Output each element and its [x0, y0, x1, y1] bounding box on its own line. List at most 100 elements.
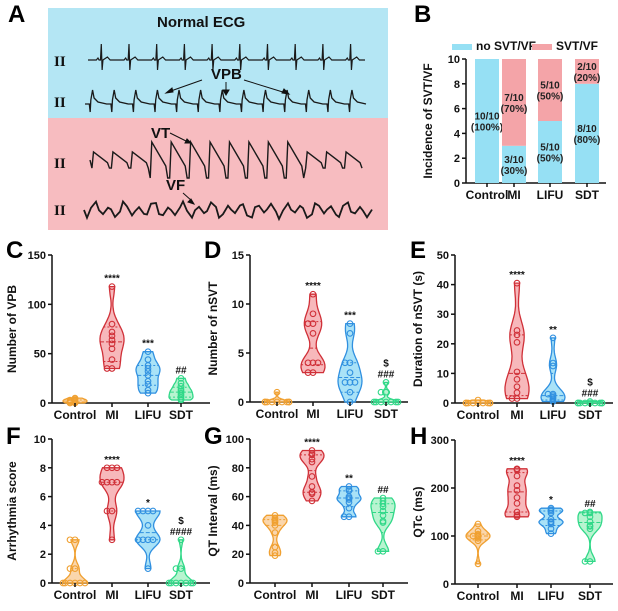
violin-mi	[299, 449, 325, 502]
data-point	[108, 365, 116, 372]
data-point	[304, 369, 312, 376]
chart-d-nsvt-number: 0 5 10 15 Number of nSVT Control **** MI *** LIFU…	[206, 250, 408, 421]
data-point	[263, 398, 271, 406]
arrowhead	[184, 138, 193, 144]
data-point	[346, 320, 354, 327]
y-tick-label: 10	[34, 434, 46, 446]
data-point	[586, 522, 594, 529]
data-point	[189, 579, 197, 587]
data-point	[581, 558, 589, 565]
violin-mi	[300, 293, 326, 374]
x-tick-label: MI	[510, 408, 523, 422]
data-point	[134, 536, 142, 544]
data-point	[103, 507, 111, 515]
significance-marker: ****	[104, 274, 120, 285]
data-point	[113, 478, 121, 486]
x-tick-label: Control	[54, 408, 97, 422]
data-point	[382, 379, 390, 386]
data-point	[108, 340, 116, 348]
data-point	[345, 486, 353, 493]
data-point	[547, 530, 555, 537]
data-point	[271, 514, 279, 522]
data-point	[379, 547, 387, 555]
y-tick-label: 40	[437, 280, 449, 292]
data-point	[586, 558, 594, 565]
legend-swatch	[452, 44, 472, 50]
y-tick-label: 20	[437, 339, 449, 351]
data-point	[370, 398, 378, 406]
data-point	[144, 372, 152, 379]
y-axis-label: QTc (ms)	[411, 486, 425, 537]
data-point	[103, 464, 111, 472]
panel-label-d: D	[204, 237, 221, 264]
x-tick-label: Control	[256, 407, 299, 421]
arrow	[167, 79, 203, 93]
data-point	[165, 579, 173, 587]
panel-label-e: E	[410, 237, 426, 264]
chart-b-incidence: 0 2 4 6 8 10 Incidence of SVT/VF no SVT/VF SVT/V…	[421, 39, 606, 202]
data-point	[346, 359, 354, 367]
violin-mi	[504, 282, 530, 400]
data-point	[268, 398, 276, 406]
data-point	[309, 359, 317, 367]
data-point	[273, 388, 281, 396]
significance-marker: ###	[582, 389, 599, 400]
y-tick-label: 0	[454, 178, 460, 190]
arrowhead	[281, 88, 291, 95]
data-point	[586, 513, 594, 521]
chart-c-vpb: 0 50 100 150 Number of VPB Control **** MI *** LI…	[5, 250, 210, 422]
data-point	[513, 279, 521, 287]
data-point	[392, 398, 400, 406]
data-point	[177, 374, 185, 382]
data-point	[598, 399, 606, 407]
x-tick-label: LIFU	[538, 589, 565, 603]
data-point	[177, 565, 185, 572]
panel-label-a: A	[8, 1, 25, 28]
significance-marker: ***	[344, 311, 356, 322]
x-tick-label: MI	[306, 407, 319, 421]
panel-label-h: H	[410, 423, 427, 450]
y-axis-label: Duration of nSVT (s)	[411, 271, 425, 387]
y-tick-label: 0	[443, 579, 449, 591]
significance-marker: $	[178, 516, 184, 527]
data-point	[108, 507, 116, 515]
data-point	[474, 520, 482, 528]
x-tick-label: MI	[105, 588, 118, 602]
data-point	[351, 379, 359, 386]
arrow	[243, 79, 287, 94]
data-point	[513, 465, 521, 473]
data-point	[547, 509, 555, 517]
data-point	[469, 399, 477, 407]
data-point	[547, 525, 555, 533]
violin-sdt	[577, 511, 603, 563]
y-tick-label: 60	[232, 492, 244, 504]
y-tick-label: 50	[34, 349, 46, 361]
data-point	[549, 334, 557, 342]
data-point	[464, 399, 472, 407]
data-point	[382, 388, 390, 396]
y-tick-label: 10	[437, 368, 449, 380]
data-point	[98, 478, 106, 486]
data-point	[108, 345, 116, 353]
significance-marker: *	[146, 498, 150, 509]
data-point	[139, 536, 147, 544]
bar-data-label: (50%)	[537, 92, 564, 103]
significance-marker: ***	[142, 339, 154, 350]
y-tick-label: 100	[28, 299, 46, 311]
data-point	[187, 579, 195, 587]
violin-lifu	[336, 485, 362, 518]
data-point	[149, 507, 157, 515]
y-tick-label: 10	[448, 54, 460, 66]
chart-f-arrhythmia-score: 0 2 4 6 8 10 Arrhythmia score Control **** MI * LIF…	[5, 434, 210, 602]
data-point	[177, 379, 185, 387]
data-point	[544, 390, 552, 398]
data-point	[144, 365, 152, 372]
panel-a: A Normal ECG II II II II VPB VT VF	[8, 1, 388, 230]
y-tick-label: 100	[431, 531, 449, 543]
x-tick-label: LIFU	[135, 408, 162, 422]
data-point	[586, 518, 594, 525]
data-point	[172, 565, 180, 572]
data-point	[108, 336, 116, 344]
data-point	[108, 478, 116, 486]
x-tick-label: LIFU	[336, 588, 363, 602]
